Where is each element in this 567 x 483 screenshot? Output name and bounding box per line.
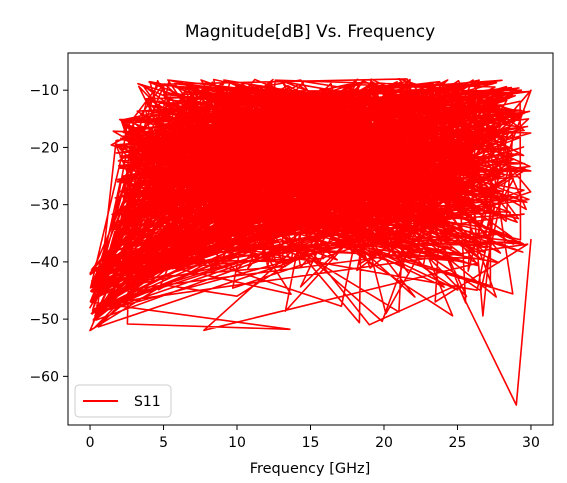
legend: S11 — [74, 384, 172, 418]
x-tick-label: 25 — [449, 435, 467, 451]
y-tick-label: −10 — [29, 83, 59, 99]
x-tick-label: 10 — [228, 435, 246, 451]
x-tick-label: 0 — [86, 435, 95, 451]
x-tick-label: 30 — [522, 435, 540, 451]
x-tick-label: 15 — [302, 435, 320, 451]
y-tick-label: −60 — [29, 369, 59, 385]
series-group — [89, 78, 532, 406]
chart-title: Magnitude[dB] Vs. Frequency — [185, 22, 435, 42]
x-tick-label: 5 — [159, 435, 168, 451]
y-tick-label: −20 — [29, 140, 59, 156]
legend-box — [74, 384, 172, 418]
x-axis-label: Frequency [GHz] — [250, 461, 371, 477]
y-axis: −60 −50 −40 −30 −20 −10 — [29, 83, 68, 385]
y-tick-label: −40 — [29, 255, 59, 271]
y-tick-label: −30 — [29, 198, 59, 214]
x-tick-label: 20 — [375, 435, 393, 451]
legend-label-s11: S11 — [134, 394, 161, 410]
series-line-s11 — [89, 78, 532, 406]
y-tick-label: −50 — [29, 312, 59, 328]
x-axis: 0 5 10 15 20 25 30 — [86, 425, 540, 451]
